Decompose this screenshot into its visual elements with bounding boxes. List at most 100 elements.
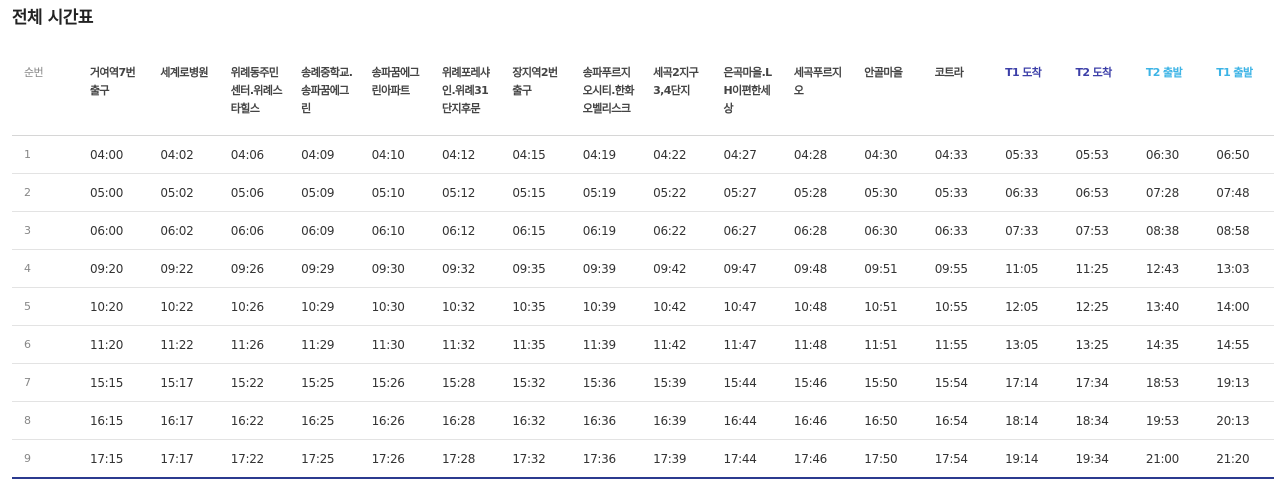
time-cell: 17:28: [429, 439, 501, 479]
time-cell: 05:53: [1063, 135, 1134, 174]
time-cell: 05:09: [289, 173, 360, 212]
time-cell: 05:33: [922, 173, 994, 212]
time-cell: 17:25: [289, 439, 360, 479]
row-number: 9: [12, 439, 78, 479]
time-cell: 17:14: [993, 363, 1064, 402]
time-cell: 04:33: [922, 135, 994, 174]
time-cell: 15:25: [289, 363, 360, 402]
time-cell: 16:22: [218, 401, 290, 440]
time-cell: 10:48: [781, 287, 853, 326]
time-cell: 11:48: [781, 325, 853, 364]
time-cell: 04:02: [148, 135, 219, 174]
time-cell: 06:30: [1133, 135, 1205, 174]
time-cell: 12:05: [993, 287, 1064, 326]
time-cell: 09:39: [570, 249, 642, 288]
column-header-stop: 위례포레샤인.위례31단지후문: [429, 54, 501, 136]
row-number: 8: [12, 401, 78, 440]
column-header-stop: T1 도착: [993, 54, 1064, 136]
time-cell: 06:19: [570, 211, 642, 250]
time-cell: 05:28: [781, 173, 853, 212]
time-cell: 05:00: [78, 173, 149, 212]
time-cell: 09:35: [500, 249, 571, 288]
time-cell: 10:39: [570, 287, 642, 326]
time-cell: 11:51: [852, 325, 923, 364]
time-cell: 15:39: [641, 363, 712, 402]
time-cell: 05:12: [429, 173, 501, 212]
column-header-stop: 위례동주민센터.위례스타힐스: [218, 54, 290, 136]
row-number: 2: [12, 173, 78, 212]
time-cell: 10:30: [359, 287, 430, 326]
table-row: 8 16:15 16:17 16:22 16:25 16:26 16:28 16:32 16:3…: [12, 401, 1274, 440]
time-cell: 04:12: [429, 135, 501, 174]
row-number: 4: [12, 249, 78, 288]
time-cell: 14:35: [1133, 325, 1205, 364]
column-header-stop: 세곡푸르지오: [781, 54, 853, 136]
timetable-body: 1 04:00 04:02 04:06 04:09 04:10 04:12 04:15 04:1…: [12, 135, 1274, 479]
time-cell: 11:29: [289, 325, 360, 364]
time-cell: 15:36: [570, 363, 642, 402]
time-cell: 04:10: [359, 135, 430, 174]
time-cell: 16:28: [429, 401, 501, 440]
column-header-stop: T2 도착: [1063, 54, 1134, 136]
time-cell: 09:26: [218, 249, 290, 288]
time-cell: 21:20: [1204, 439, 1274, 479]
time-cell: 16:36: [570, 401, 642, 440]
time-cell: 18:34: [1063, 401, 1134, 440]
column-header-stop: 송파푸르지오시티.한화오벨리스크: [570, 54, 642, 136]
row-number: 5: [12, 287, 78, 326]
header-row: 순번 거여역7번 출구 세계로병원 위례동주민센터.위례스타힐스 송례중학교.송파꿈에…: [12, 54, 1274, 136]
time-cell: 13:03: [1204, 249, 1274, 288]
column-header-stop: 송례중학교.송파꿈에그린: [289, 54, 360, 136]
time-cell: 19:53: [1133, 401, 1205, 440]
time-cell: 11:05: [993, 249, 1064, 288]
time-cell: 15:26: [359, 363, 430, 402]
page-title: 전체 시간표: [12, 8, 94, 28]
time-cell: 04:09: [289, 135, 360, 174]
time-cell: 05:06: [218, 173, 290, 212]
time-cell: 10:26: [218, 287, 290, 326]
time-cell: 06:33: [993, 173, 1064, 212]
row-number: 7: [12, 363, 78, 402]
time-cell: 17:22: [218, 439, 290, 479]
time-cell: 08:58: [1204, 211, 1274, 250]
time-cell: 11:39: [570, 325, 642, 364]
timetable: 순번 거여역7번 출구 세계로병원 위례동주민센터.위례스타힐스 송례중학교.송파꿈에…: [12, 54, 1274, 479]
time-cell: 20:13: [1204, 401, 1274, 440]
table-row: 7 15:15 15:17 15:22 15:25 15:26 15:28 15:32 15:3…: [12, 363, 1274, 402]
time-cell: 06:27: [711, 211, 782, 250]
column-header-stop: 세곡2지구 3,4단지: [641, 54, 712, 136]
table-row: 5 10:20 10:22 10:26 10:29 10:30 10:32 10:35 10:3…: [12, 287, 1274, 326]
time-cell: 15:46: [781, 363, 853, 402]
time-cell: 05:02: [148, 173, 219, 212]
time-cell: 09:22: [148, 249, 219, 288]
time-cell: 16:15: [78, 401, 149, 440]
time-cell: 06:10: [359, 211, 430, 250]
time-cell: 15:44: [711, 363, 782, 402]
table-row: 2 05:00 05:02 05:06 05:09 05:10 05:12 05:15 05:1…: [12, 173, 1274, 212]
time-cell: 05:19: [570, 173, 642, 212]
time-cell: 15:28: [429, 363, 501, 402]
column-header-stop: 송파꿈에그린아파트: [359, 54, 430, 136]
time-cell: 11:42: [641, 325, 712, 364]
time-cell: 16:32: [500, 401, 571, 440]
time-cell: 10:20: [78, 287, 149, 326]
time-cell: 16:50: [852, 401, 923, 440]
column-header-stop: 은곡마을.LH이편한세상: [711, 54, 782, 136]
time-cell: 17:36: [570, 439, 642, 479]
time-cell: 12:25: [1063, 287, 1134, 326]
time-cell: 16:44: [711, 401, 782, 440]
time-cell: 19:13: [1204, 363, 1274, 402]
time-cell: 06:22: [641, 211, 712, 250]
table-row: 6 11:20 11:22 11:26 11:29 11:30 11:32 11:35 11:3…: [12, 325, 1274, 364]
time-cell: 04:30: [852, 135, 923, 174]
time-cell: 06:28: [781, 211, 853, 250]
time-cell: 10:47: [711, 287, 782, 326]
timetable-header: 순번 거여역7번 출구 세계로병원 위례동주민센터.위례스타힐스 송례중학교.송파꿈에…: [12, 54, 1274, 136]
time-cell: 04:06: [218, 135, 290, 174]
time-cell: 19:14: [993, 439, 1064, 479]
time-cell: 04:15: [500, 135, 571, 174]
time-cell: 17:17: [148, 439, 219, 479]
column-header-number: 순번: [12, 54, 78, 136]
column-header-stop: 안골마을: [852, 54, 923, 136]
time-cell: 17:54: [922, 439, 994, 479]
